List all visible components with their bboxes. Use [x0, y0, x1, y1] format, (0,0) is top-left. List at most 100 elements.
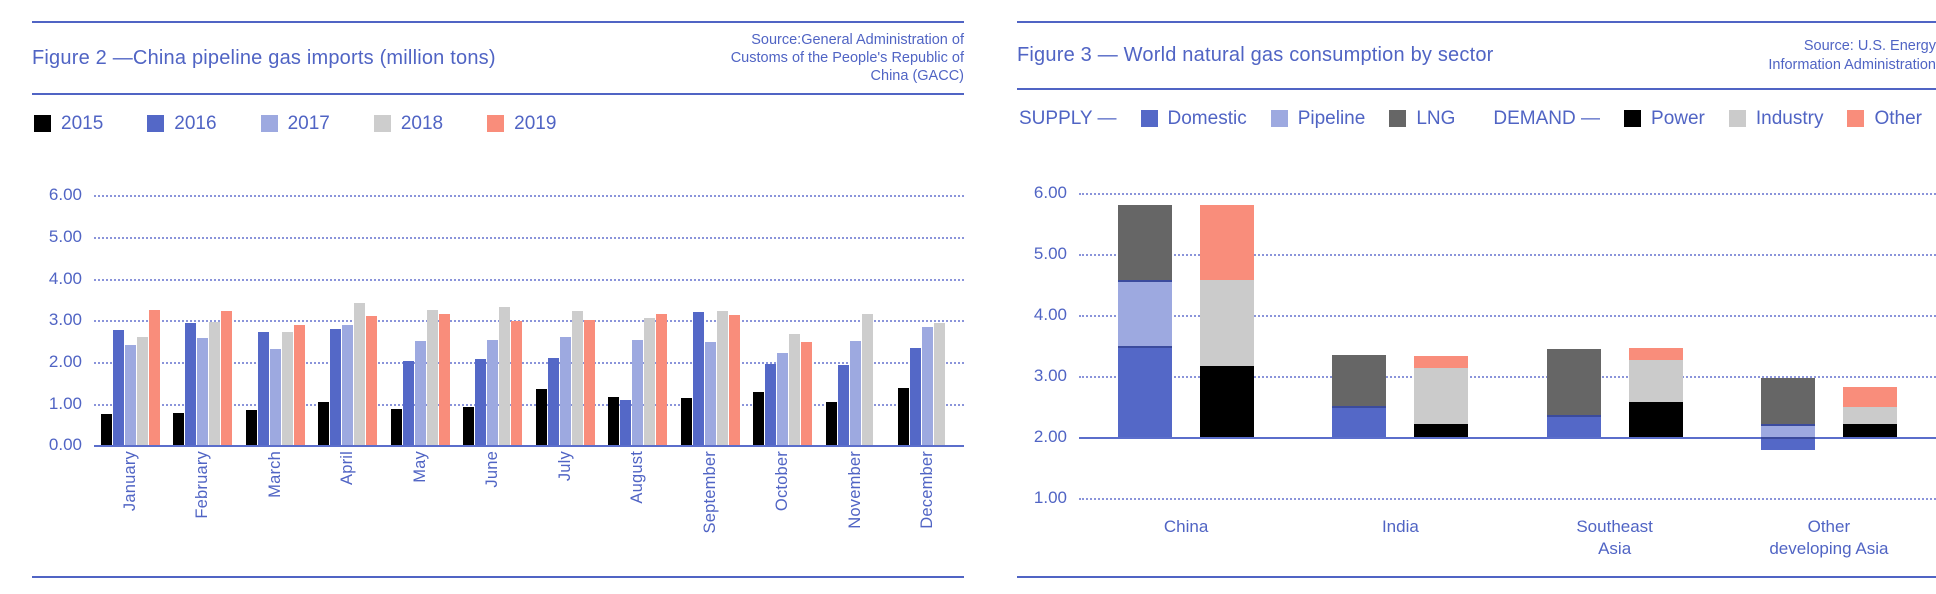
segment-domestic-other-developing-asia: [1760, 436, 1815, 450]
category-label-southeast-asia: Southeast Asia: [1576, 517, 1653, 559]
segment-other-southeast-asia: [1628, 347, 1683, 360]
month-label-cell-december: December: [892, 451, 965, 559]
category-label-other-developing-asia: Other developing Asia: [1769, 517, 1889, 559]
bar-2019-march: [293, 325, 305, 446]
bar-2015-april: [318, 401, 330, 446]
bar-2019-august: [656, 314, 668, 446]
legend-label-domestic: Domestic: [1167, 107, 1247, 129]
legend-item-pipeline: Pipeline: [1270, 107, 1366, 130]
category-label-cell-india: India: [1293, 516, 1507, 560]
x-label-may: May: [410, 451, 429, 484]
y-tick-label-1.00: 1.00: [1033, 487, 1067, 507]
bar-2016-february: [185, 323, 197, 446]
month-label-cell-july: July: [529, 451, 602, 559]
bar-groups: [94, 159, 965, 446]
figure2-header: Figure 2 —China pipeline gas imports (mi…: [32, 21, 964, 96]
bar-2018-april: [354, 302, 366, 446]
category-group-china: [1079, 156, 1293, 497]
bar-2017-november: [849, 341, 861, 446]
bar-2015-september: [680, 398, 692, 446]
supply-bar-india: [1332, 156, 1387, 497]
x-label-march: March: [265, 451, 284, 499]
month-group-november: [819, 313, 892, 446]
figure3-chart: 6.00 5.00 4.00 3.00 2.00 1.00: [1034, 142, 1936, 507]
segment-lng-southeast-asia: [1546, 349, 1601, 415]
bar-2017-february: [197, 338, 209, 446]
month-label-cell-november: November: [819, 451, 892, 559]
bar-2018-june: [499, 307, 511, 446]
supply-bar-southeast-asia: [1546, 156, 1601, 497]
segment-pipeline-other-developing-asia: [1760, 424, 1815, 437]
bar-2017-october: [777, 353, 789, 446]
month-group-december: [892, 323, 965, 446]
legend-swatch-2017: [260, 115, 278, 133]
bar-2018-january: [136, 336, 148, 446]
figure3-legend: SUPPLY — Domestic Pipeline LNG DEMAND — Power…: [1017, 90, 1936, 142]
segment-lng-china: [1118, 204, 1173, 280]
month-label-cell-june: June: [457, 451, 530, 559]
figure3-bottom-rule: [1017, 576, 1936, 578]
legend-label-industry: Industry: [1755, 107, 1824, 129]
segment-industry-other-developing-asia: [1842, 406, 1897, 425]
x-label-april: April: [338, 451, 357, 486]
y-tick-label-1.00: 1.00: [48, 393, 82, 413]
legend-item-lng: LNG: [1389, 108, 1455, 130]
month-group-august: [602, 314, 675, 446]
bar-2019-january: [148, 309, 160, 446]
legend-label-2015: 2015: [61, 112, 104, 134]
month-group-may: [384, 309, 457, 446]
segment-industry-india: [1414, 367, 1469, 425]
gridline-3.00: [1079, 375, 1936, 378]
bar-2019-april: [366, 316, 378, 446]
legend-label-2017: 2017: [287, 112, 330, 134]
month-label-cell-september: September: [674, 451, 747, 559]
bar-2015-december: [898, 388, 910, 446]
month-group-january: [94, 309, 167, 446]
figure3-title: Figure 3 — World natural gas consumption…: [1017, 44, 1494, 66]
gridline-1.00: [1079, 497, 1936, 500]
legend-swatch-industry: [1728, 110, 1746, 127]
category-label-china: China: [1163, 517, 1209, 536]
demand-bar-southeast-asia: [1628, 156, 1683, 497]
y-tick-label-2.00: 2.00: [1033, 426, 1067, 446]
x-label-july: July: [555, 451, 574, 482]
legend-item-2018: 2018: [373, 112, 444, 135]
bar-2018-december: [934, 323, 946, 446]
legend-label-other: Other: [1874, 107, 1922, 129]
legend-label-2018: 2018: [400, 112, 444, 134]
bar-2019-july: [583, 320, 595, 446]
y-tick-label-5.00: 5.00: [48, 227, 82, 247]
gridline-2.00: [1079, 436, 1936, 439]
legend-label-2016: 2016: [174, 112, 217, 134]
figure2-title: Figure 2 —China pipeline gas imports (mi…: [32, 46, 496, 69]
legend-item-other: Other: [1847, 108, 1922, 130]
month-label-cell-october: October: [747, 451, 820, 559]
bar-2019-may: [438, 314, 450, 446]
segment-lng-other-developing-asia: [1760, 378, 1815, 425]
month-group-july: [529, 310, 602, 446]
supply-bar-china: [1118, 156, 1173, 497]
bar-2016-august: [620, 399, 632, 446]
gridline-4.00: [94, 278, 964, 281]
category-group-india: [1293, 156, 1507, 497]
legend-label-pipeline: Pipeline: [1297, 107, 1366, 129]
bar-2015-january: [100, 413, 112, 446]
x-label-august: August: [628, 451, 647, 504]
bar-2016-june: [475, 359, 487, 446]
demand-bar-other-developing-asia: [1842, 156, 1897, 497]
month-label-cell-august: August: [602, 451, 675, 559]
bar-2016-october: [765, 363, 777, 446]
gridline-6.00: [94, 195, 964, 198]
category-label-india: India: [1381, 517, 1419, 536]
figure2-panel: Figure 2 —China pipeline gas imports (mi…: [32, 21, 964, 578]
month-label-cell-january: January: [94, 451, 167, 559]
gridline-4.00: [1079, 314, 1936, 317]
legend-label-power: Power: [1651, 107, 1705, 129]
bar-2017-june: [487, 339, 499, 446]
y-tick-label-3.00: 3.00: [48, 310, 82, 330]
y-tick-label-5.00: 5.00: [1033, 243, 1067, 263]
legend-swatch-2018: [373, 115, 391, 133]
bar-2016-september: [692, 311, 704, 446]
supply-bar-other-developing-asia: [1760, 156, 1815, 497]
bar-2016-july: [547, 357, 559, 446]
